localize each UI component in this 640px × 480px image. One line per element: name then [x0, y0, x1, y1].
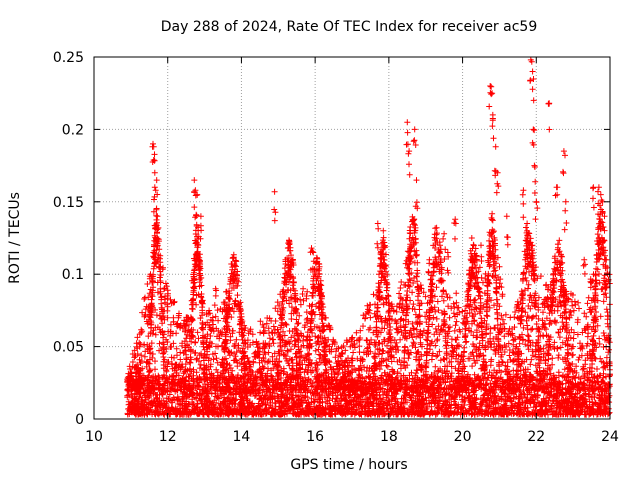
y-tick-label: 0.1	[62, 267, 84, 283]
y-axis-label: ROTI / TECUs	[7, 192, 23, 284]
roti-markers	[124, 56, 613, 418]
x-tick-label: 16	[306, 429, 324, 445]
y-tick-label: 0	[75, 412, 84, 428]
data-points	[124, 56, 613, 418]
y-tick-label: 0.15	[53, 195, 84, 211]
y-tick-label: 0.25	[53, 50, 84, 66]
plot-frame	[93, 56, 611, 420]
x-tick-label: 24	[601, 429, 619, 445]
y-tick-label: 0.05	[53, 340, 84, 356]
axis-ticks: 10 12 14 16 18 20 22 24 0 0.05 0.1 0.15 0.2 0.25	[53, 50, 619, 445]
chart-title: Day 288 of 2024, Rate Of TEC Index for r…	[161, 19, 537, 35]
x-tick-label: 18	[380, 429, 398, 445]
y-tick-label: 0.2	[62, 122, 84, 138]
x-tick-label: 22	[527, 429, 545, 445]
x-tick-label: 20	[454, 429, 472, 445]
x-tick-label: 14	[233, 429, 251, 445]
x-tick-label: 12	[159, 429, 177, 445]
grid-lines	[94, 57, 610, 419]
x-axis-label: GPS time / hours	[290, 457, 407, 473]
x-tick-label: 10	[85, 429, 103, 445]
